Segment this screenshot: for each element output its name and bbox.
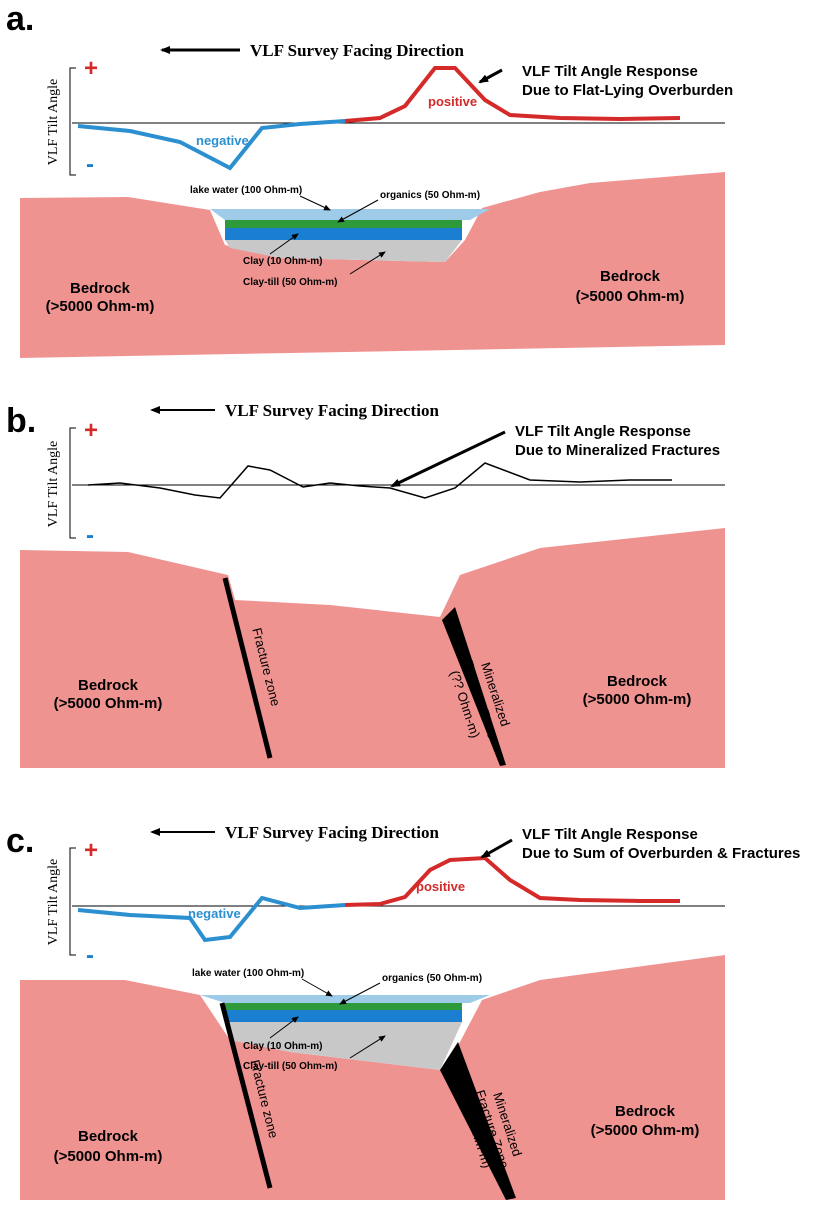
layer-label: lake water (100 Ohm-m) xyxy=(190,185,302,196)
bedrock-label: (>5000 Ohm-m) xyxy=(54,695,163,712)
direction: VLF Survey Facing Direction xyxy=(225,823,439,842)
response-subtitle: Due to Mineralized Fractures xyxy=(515,442,720,459)
bedrock-label: (>5000 Ohm-m) xyxy=(591,1122,700,1139)
lake-water xyxy=(210,209,490,220)
panel-a: a. VLF Survey Facing Direction VLF Tilt … xyxy=(6,0,733,358)
minus: - xyxy=(86,522,94,549)
bedrock-label: (>5000 Ohm-m) xyxy=(46,298,155,315)
layer-label: organics (50 Ohm-m) xyxy=(382,973,482,984)
panel-label: a. xyxy=(6,0,34,38)
clay xyxy=(225,228,462,240)
response-curve xyxy=(88,463,672,498)
bedrock-label: Bedrock xyxy=(600,268,661,285)
negative-label: negative xyxy=(188,906,241,921)
bedrock-label: (>5000 Ohm-m) xyxy=(583,691,692,708)
response-title: VLF Tilt Angle Response xyxy=(515,423,691,440)
response-subtitle: Due to Flat-Lying Overburden xyxy=(522,82,733,99)
axis-label: VLF Tilt Angle xyxy=(46,79,61,165)
bedrock-label: Bedrock xyxy=(78,677,139,694)
response-arrow xyxy=(392,432,505,486)
bedrock-label: Bedrock xyxy=(615,1103,676,1120)
minus: - xyxy=(86,942,94,969)
bedrock xyxy=(20,172,725,358)
organics xyxy=(225,220,462,228)
response-title: VLF Tilt Angle Response xyxy=(522,63,698,80)
bedrock xyxy=(20,528,725,768)
positive-label: positive xyxy=(416,879,465,894)
bedrock-label: Bedrock xyxy=(78,1128,139,1145)
panel-label: c. xyxy=(6,822,34,860)
minus: - xyxy=(86,151,94,178)
plus: + xyxy=(84,417,98,444)
response-subtitle: Due to Sum of Overburden & Fractures xyxy=(522,845,800,862)
direction: VLF Survey Facing Direction xyxy=(225,401,439,420)
axis-label: VLF Tilt Angle xyxy=(46,859,61,945)
positive-curve xyxy=(345,858,680,905)
direction: VLF Survey Facing Direction xyxy=(250,41,464,60)
axis xyxy=(70,68,76,175)
response-arrow xyxy=(480,70,502,82)
organics xyxy=(225,1003,462,1010)
layer-label: organics (50 Ohm-m) xyxy=(380,190,480,201)
plus: + xyxy=(84,837,98,864)
panel-label: b. xyxy=(6,402,36,440)
pointer xyxy=(300,196,330,210)
axis xyxy=(70,428,76,538)
bedrock-label: (>5000 Ohm-m) xyxy=(576,288,685,305)
layer-label: Clay (10 Ohm-m) xyxy=(243,256,322,267)
negative-label: negative xyxy=(196,133,249,148)
bedrock-label: Bedrock xyxy=(607,673,668,690)
page: {"panels":[ {"label":"a.","direction":"V… xyxy=(0,0,835,1216)
bedrock-label: (>5000 Ohm-m) xyxy=(54,1148,163,1165)
pointer xyxy=(302,979,332,996)
panel-b: b. VLF Survey Facing Direction VLF Tilt … xyxy=(6,401,725,768)
plus: + xyxy=(84,55,98,82)
bedrock-label: Bedrock xyxy=(70,280,131,297)
layer-label: Clay-till (50 Ohm-m) xyxy=(243,277,337,288)
layer-label: Clay (10 Ohm-m) xyxy=(243,1041,322,1052)
figure: a. VLF Survey Facing Direction VLF Tilt … xyxy=(0,0,835,1216)
response-arrow xyxy=(482,840,512,857)
panel-c: c. VLF Survey Facing Direction VLF Tilt … xyxy=(6,822,800,1200)
axis-label: VLF Tilt Angle xyxy=(46,441,61,527)
response-title: VLF Tilt Angle Response xyxy=(522,826,698,843)
clay xyxy=(225,1010,462,1022)
axis xyxy=(70,848,76,955)
positive-label: positive xyxy=(428,94,477,109)
layer-label: lake water (100 Ohm-m) xyxy=(192,968,304,979)
